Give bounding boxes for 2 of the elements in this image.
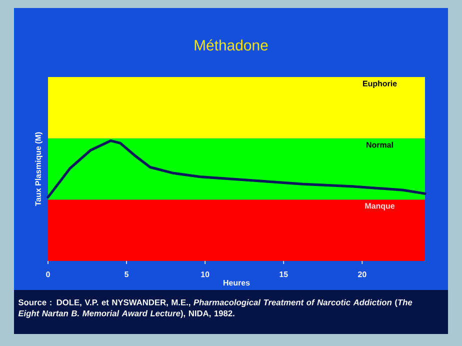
text: Source : DOLE, V.P. et NYSWANDER, M.E., Pharmacological Treatment of Narcotic Addiction (The Eight Nartan B. Memorial Award Lecture), NIDA, 1982.	[18, 299, 412, 318]
chart-title: Méthadone	[194, 39, 268, 51]
